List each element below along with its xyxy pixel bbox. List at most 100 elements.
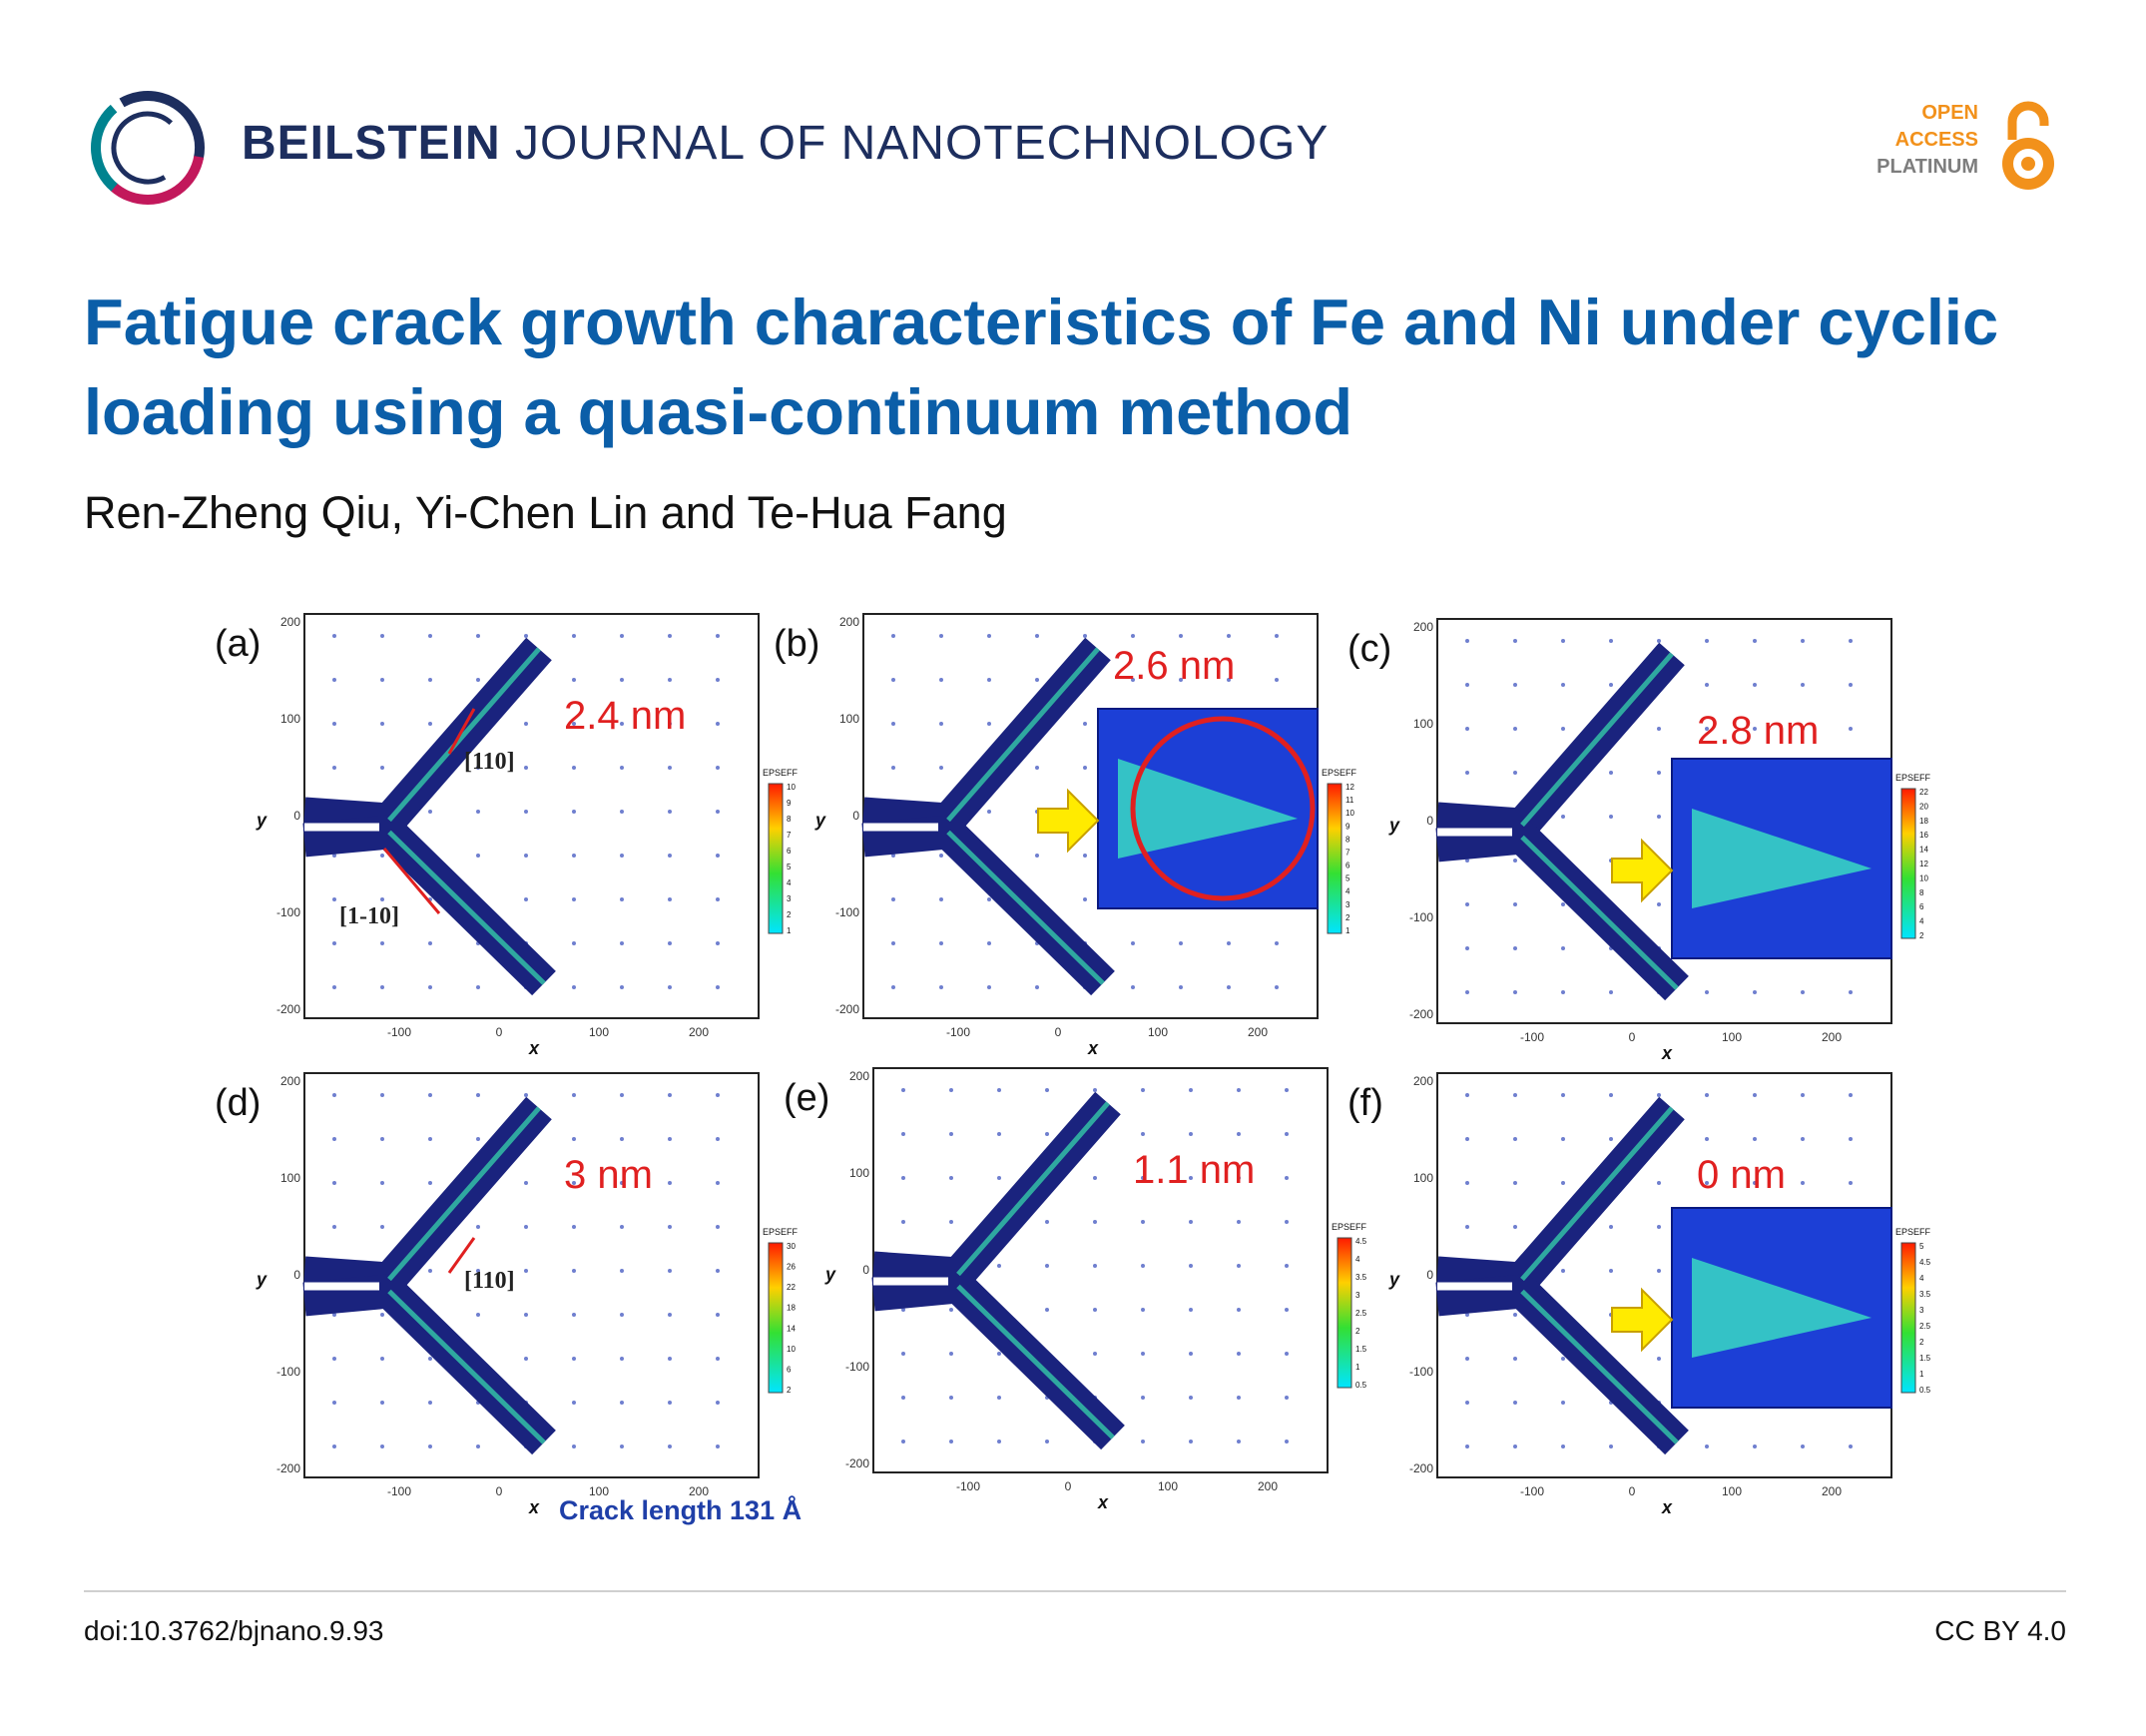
- mesh-node: [1275, 678, 1279, 682]
- mesh-node: [572, 1225, 576, 1229]
- legend-tick-label: 2: [1919, 931, 1924, 940]
- mesh-node: [1753, 990, 1757, 994]
- mesh-node: [1753, 727, 1757, 731]
- mesh-node: [1561, 1357, 1565, 1361]
- legend-tick-label: 8: [1919, 888, 1924, 897]
- miller-index-label: [110]: [464, 1268, 515, 1294]
- mesh-node: [716, 1093, 720, 1097]
- mesh-node: [987, 678, 991, 682]
- x-tick-label: 100: [1148, 1025, 1168, 1039]
- mesh-node: [1753, 1445, 1757, 1448]
- y-tick-label: 0: [1426, 814, 1433, 828]
- mesh-node: [1083, 722, 1087, 726]
- legend-tick-label: 2: [1355, 1327, 1360, 1336]
- legend-tick-label: 3: [1355, 1291, 1360, 1300]
- mesh-node: [476, 1313, 480, 1317]
- mesh-node: [620, 1313, 624, 1317]
- legend-tick-label: 4: [1919, 917, 1924, 926]
- mesh-node: [997, 1088, 1001, 1092]
- mesh-node: [1045, 1220, 1049, 1224]
- legend-tick-label: 1: [1355, 1363, 1360, 1372]
- mesh-node: [428, 985, 432, 989]
- legend-tick-label: 4: [1355, 1255, 1360, 1264]
- figure-panel-5: -100 0 100 200 200 100 0 -100 -200 x y (e) 1.1 nm EPS…: [784, 1067, 1367, 1512]
- mesh-node: [1753, 1093, 1757, 1097]
- slip-line: [387, 1106, 546, 1445]
- mesh-node: [1465, 727, 1469, 731]
- legend-colorbar: [1900, 788, 1916, 939]
- mesh-node: [1465, 1313, 1469, 1317]
- y-tick-label: -200: [276, 1002, 300, 1016]
- legend-tick-label: 4: [1345, 887, 1350, 896]
- legend-tick-label: 2.5: [1919, 1322, 1931, 1331]
- mesh-node: [1179, 985, 1183, 989]
- mesh-node: [1561, 639, 1565, 643]
- mesh-node: [1657, 1357, 1661, 1361]
- x-tick-label: 200: [689, 1484, 709, 1498]
- mesh-node: [1609, 1269, 1613, 1273]
- x-tick-label: -100: [387, 1484, 411, 1498]
- mesh-node: [332, 854, 336, 858]
- panel-label: (c): [1347, 628, 1391, 670]
- mesh-node: [997, 1396, 1001, 1400]
- crack-length-note: Crack length 131 Å: [559, 1494, 802, 1525]
- oa-line-platinum: PLATINUM: [1877, 156, 1978, 178]
- mesh-node: [380, 1181, 384, 1185]
- mesh-node: [620, 985, 624, 989]
- y-tick-label: -100: [845, 1360, 869, 1374]
- panel-label: (b): [774, 623, 819, 665]
- mesh-node: [1083, 854, 1087, 858]
- mesh-node: [1285, 1176, 1289, 1180]
- mesh-node: [572, 1445, 576, 1448]
- mesh-node: [1285, 1308, 1289, 1312]
- mesh-node: [1189, 1220, 1193, 1224]
- mesh-node: [1513, 771, 1517, 775]
- y-tick-label: 100: [839, 712, 859, 726]
- mesh-node: [1561, 727, 1565, 731]
- mesh-node: [891, 941, 895, 945]
- article-authors: Ren-Zheng Qiu, Yi-Chen Lin and Te-Hua Fa…: [84, 487, 1007, 538]
- mesh-node: [332, 678, 336, 682]
- mesh-node: [1465, 1401, 1469, 1405]
- legend-tick-label: 4: [1919, 1274, 1924, 1283]
- y-tick-label: 200: [1413, 620, 1433, 634]
- mesh-node: [1513, 859, 1517, 863]
- mesh-node: [1657, 1093, 1661, 1097]
- mesh-node: [1189, 1308, 1193, 1312]
- x-axis-label: x: [1087, 1038, 1099, 1058]
- legend-tick-label: 11: [1345, 796, 1354, 805]
- mesh-node: [1179, 941, 1183, 945]
- mesh-node: [1083, 766, 1087, 770]
- mesh-node: [524, 1357, 528, 1361]
- crack-length-label: 2.4 nm: [564, 694, 686, 738]
- x-tick-label: 100: [1158, 1479, 1178, 1493]
- mesh-node: [949, 1352, 953, 1356]
- mesh-node: [1227, 678, 1231, 682]
- legend-tick-label: 1.5: [1355, 1345, 1367, 1354]
- y-tick-label: 100: [1413, 1171, 1433, 1185]
- mesh-node: [716, 678, 720, 682]
- mesh-node: [1035, 766, 1039, 770]
- figure-panel-6: -100 0 100 200 200 100 0 -100 -200 x y (f) 0 nm EPSEF…: [1347, 1072, 1931, 1517]
- zoom-arrow-icon: [1037, 788, 1100, 854]
- legend-tick-label: 12: [1345, 783, 1354, 792]
- mesh-node: [1141, 1220, 1145, 1224]
- mesh-node: [939, 634, 943, 638]
- mesh-node: [380, 766, 384, 770]
- mesh-node: [1849, 1181, 1853, 1185]
- mesh-node: [901, 1352, 905, 1356]
- mesh-node: [620, 1401, 624, 1405]
- oa-line-access: ACCESS: [1894, 129, 1978, 151]
- mesh-node: [1035, 678, 1039, 682]
- mesh-node: [939, 722, 943, 726]
- legend-tick-label: 2: [1919, 1338, 1924, 1347]
- figure-panel-4: -100 0 100 200 200 100 0 -100 -200 x y (d) 3 nm [110]…: [215, 1072, 799, 1517]
- mesh-node: [1045, 1132, 1049, 1136]
- mesh-node: [572, 1093, 576, 1097]
- mesh-node: [1801, 727, 1805, 731]
- mesh-node: [987, 722, 991, 726]
- mesh-node: [1285, 1132, 1289, 1136]
- mesh-node: [428, 722, 432, 726]
- mesh-node: [1045, 1308, 1049, 1312]
- legend-title: EPSEFF: [1332, 1222, 1367, 1232]
